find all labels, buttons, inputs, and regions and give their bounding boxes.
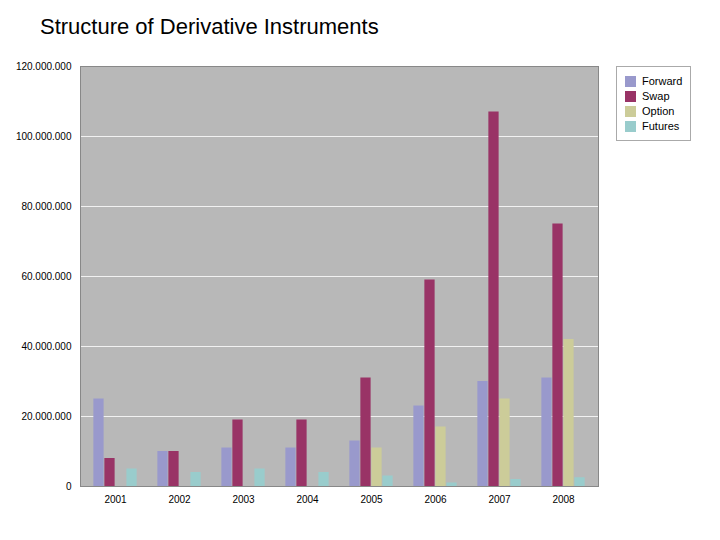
svg-text:2005: 2005 — [360, 494, 383, 505]
svg-text:2004: 2004 — [296, 494, 319, 505]
svg-text:100.000.000: 100.000.000 — [16, 131, 72, 142]
svg-text:20.000.000: 20.000.000 — [21, 411, 71, 422]
html-text:Option: Option — [642, 105, 675, 117]
svg-text:0: 0 — [66, 481, 72, 492]
html-text:Futures: Futures — [642, 120, 680, 132]
html-text:Forward: Forward — [642, 75, 683, 87]
svg-text:2002: 2002 — [168, 494, 191, 505]
svg-text:80.000.000: 80.000.000 — [21, 201, 71, 212]
svg-text:2007: 2007 — [488, 494, 511, 505]
svg-text:2003: 2003 — [232, 494, 255, 505]
svg-text:40.000.000: 40.000.000 — [21, 341, 71, 352]
svg-text:60.000.000: 60.000.000 — [21, 271, 71, 282]
svg-text:2006: 2006 — [424, 494, 447, 505]
html-text:Swap: Swap — [642, 90, 670, 102]
html-text:Structure of Derivative Instru: Structure of Derivative Instruments — [40, 14, 379, 39]
svg-text:2008: 2008 — [552, 494, 575, 505]
svg-text:2001: 2001 — [104, 494, 127, 505]
svg-text:120.000.000: 120.000.000 — [16, 61, 72, 72]
